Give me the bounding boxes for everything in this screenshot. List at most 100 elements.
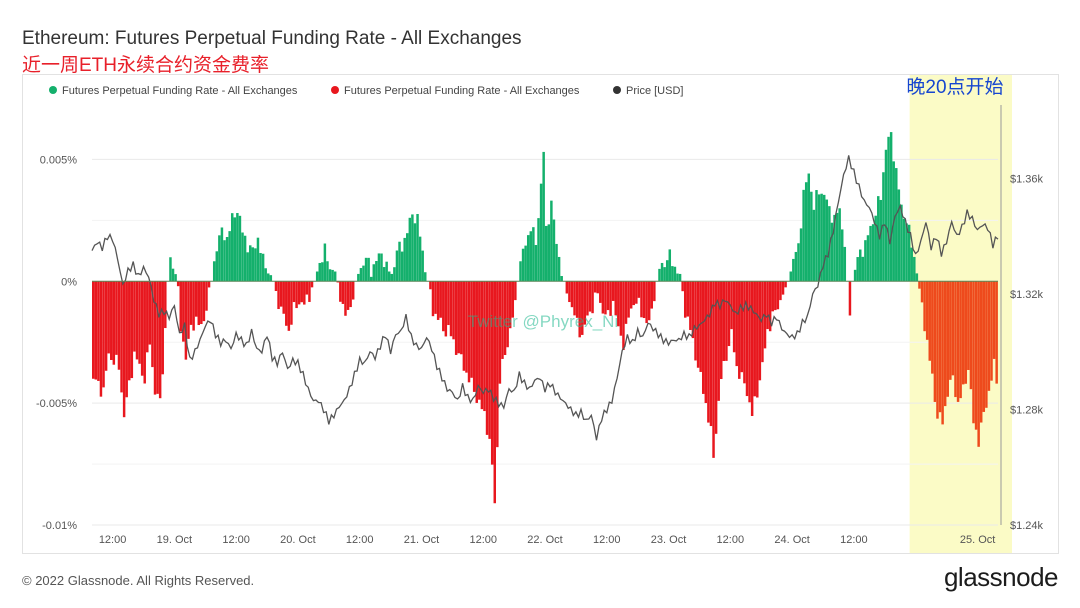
funding-bar xyxy=(722,281,726,362)
funding-bar xyxy=(799,228,803,282)
funding-bar xyxy=(122,281,126,418)
funding-bar xyxy=(622,281,625,351)
funding-bar xyxy=(514,281,517,301)
y-axis-right: $1.36k $1.32k $1.28k $1.24k xyxy=(1010,173,1044,532)
x-tick-label: 21. Oct xyxy=(404,534,439,546)
funding-bar xyxy=(632,281,635,306)
funding-bar xyxy=(763,281,767,349)
funding-bar xyxy=(750,281,754,416)
funding-bar xyxy=(310,281,314,288)
funding-bar xyxy=(117,281,121,370)
funding-bar xyxy=(295,281,298,309)
funding-bar xyxy=(895,168,898,282)
y-right-tick-label: $1.28k xyxy=(1010,404,1044,416)
funding-bar xyxy=(599,281,602,303)
funding-bar xyxy=(817,194,821,282)
y-left-tick-label: 0% xyxy=(61,276,77,288)
funding-bar xyxy=(429,281,432,290)
funding-bar xyxy=(673,266,677,282)
funding-bar xyxy=(277,281,280,310)
funding-bar xyxy=(236,213,239,282)
funding-bar xyxy=(447,281,450,326)
funding-bar xyxy=(197,281,201,326)
funding-bar xyxy=(573,281,576,316)
funding-bar xyxy=(738,281,741,379)
funding-bar xyxy=(606,281,610,311)
funding-bar xyxy=(941,281,944,425)
funding-bar xyxy=(653,281,656,302)
funding-bar xyxy=(421,250,424,282)
funding-bar xyxy=(99,281,103,397)
funding-bar xyxy=(869,225,872,282)
funding-bar xyxy=(135,281,139,360)
funding-bar xyxy=(506,281,509,348)
x-tick-label: 12:00 xyxy=(346,534,374,546)
y-left-tick-label: -0.005% xyxy=(36,398,77,410)
funding-bar xyxy=(192,281,195,331)
funding-bar xyxy=(859,249,862,282)
funding-bar xyxy=(547,224,551,282)
funding-bar xyxy=(434,281,437,314)
funding-bar xyxy=(146,281,149,353)
funding-bar xyxy=(707,281,710,423)
funding-bar xyxy=(884,149,888,282)
funding-bar xyxy=(995,281,998,384)
funding-bar xyxy=(699,281,702,372)
funding-bar xyxy=(745,281,749,397)
funding-bar xyxy=(753,281,756,397)
legend-label[interactable]: Price [USD] xyxy=(626,85,683,97)
funding-bar xyxy=(794,251,798,282)
funding-bar xyxy=(385,261,388,282)
funding-bar xyxy=(647,281,651,321)
funding-bar xyxy=(897,189,901,282)
funding-bar xyxy=(359,268,363,282)
funding-bar xyxy=(900,204,903,282)
legend-label[interactable]: Futures Perpetual Funding Rate - All Exc… xyxy=(62,85,298,97)
funding-bar xyxy=(238,215,242,282)
price-line xyxy=(91,155,999,441)
funding-bar xyxy=(308,281,311,302)
funding-bar xyxy=(290,281,293,325)
funding-bar xyxy=(184,281,188,360)
funding-bar xyxy=(990,281,993,381)
funding-bar xyxy=(923,281,926,332)
funding-bar xyxy=(812,209,816,282)
funding-bar xyxy=(797,243,800,282)
funding-bar xyxy=(640,281,643,318)
funding-bar xyxy=(444,281,448,337)
funding-bar xyxy=(130,281,134,379)
funding-bar xyxy=(341,281,345,304)
funding-bar xyxy=(789,271,792,282)
funding-bar xyxy=(331,269,334,282)
funding-bar xyxy=(807,173,811,282)
funding-bar xyxy=(629,281,633,309)
y-axis-left: 0.005% 0% -0.005% -0.01% xyxy=(36,154,77,532)
funding-bar xyxy=(889,132,893,282)
funding-bar xyxy=(938,281,942,413)
funding-bar xyxy=(467,281,471,383)
funding-bar xyxy=(910,247,913,282)
funding-bar xyxy=(578,281,581,338)
legend-label[interactable]: Futures Perpetual Funding Rate - All Exc… xyxy=(344,85,580,97)
funding-bar xyxy=(694,281,697,361)
funding-bar xyxy=(380,253,383,282)
funding-bar xyxy=(856,257,859,282)
funding-bar xyxy=(833,214,836,282)
funding-bar xyxy=(614,281,617,316)
funding-bar xyxy=(511,281,515,318)
funding-bar xyxy=(416,213,419,282)
funding-bar xyxy=(550,200,553,282)
funding-bar xyxy=(758,281,762,381)
funding-bar xyxy=(959,281,962,399)
funding-bar xyxy=(611,281,615,301)
funding-bar xyxy=(776,281,780,310)
funding-bar xyxy=(408,217,412,282)
funding-bar xyxy=(318,262,321,282)
funding-bar xyxy=(526,235,530,282)
funding-bar xyxy=(961,281,965,385)
funding-bar xyxy=(246,252,249,282)
funding-bar xyxy=(442,281,445,332)
funding-bar xyxy=(282,281,285,314)
funding-bar xyxy=(133,281,136,352)
funding-bar xyxy=(261,253,265,282)
